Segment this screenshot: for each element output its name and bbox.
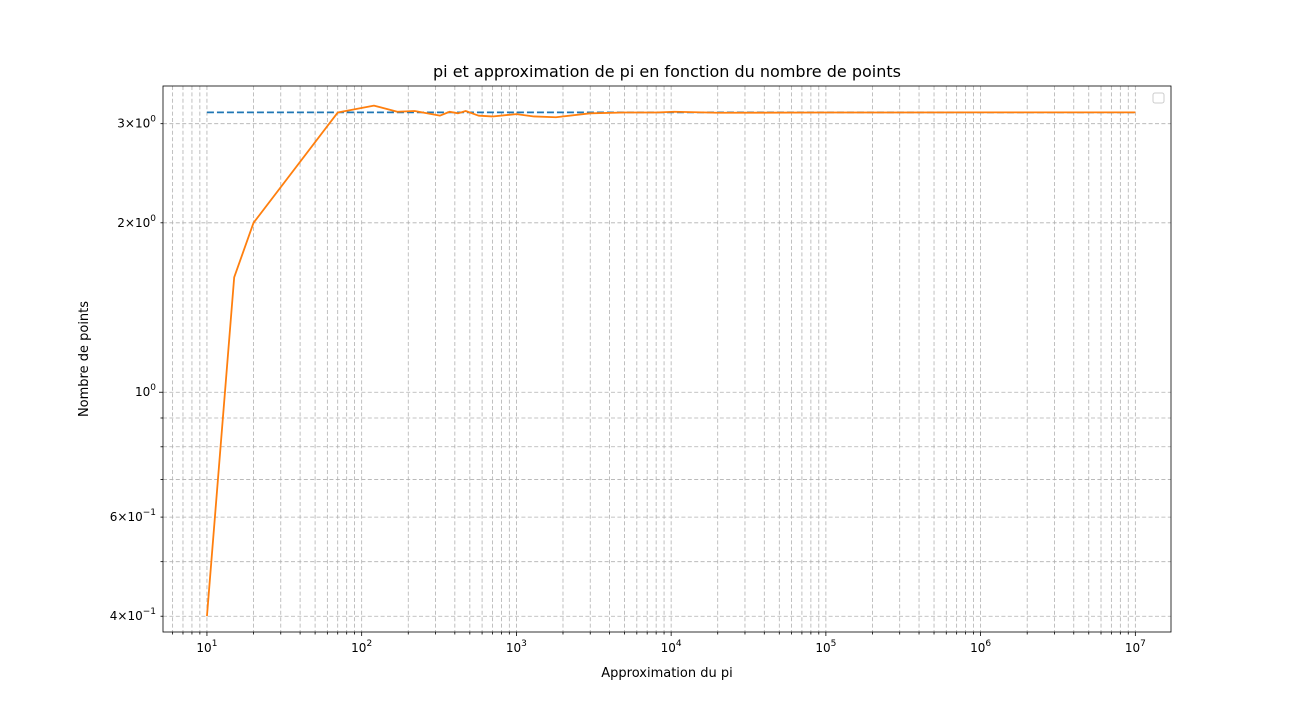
y-tick-label-exponent: 0 [150, 214, 156, 224]
y-tick-label: 2×100 [117, 214, 156, 230]
x-tick-label: 102 [351, 639, 372, 655]
x-tick-label-exponent: 4 [676, 639, 682, 649]
x-tick-label: 107 [1125, 639, 1146, 655]
y-tick-label-base: 10 [135, 385, 150, 399]
x-tick-label-base: 10 [196, 641, 211, 655]
y-tick-label: 4×10−1 [110, 607, 156, 623]
legend-box [1152, 92, 1165, 104]
x-tick-label: 103 [506, 639, 527, 655]
x-tick-label-exponent: 1 [212, 639, 218, 649]
y-tick-label-exponent: 0 [150, 383, 156, 393]
y-tick-label-base: 6×10 [110, 510, 143, 524]
plot-frame [162, 85, 1172, 633]
x-tick-label-base: 10 [506, 641, 521, 655]
x-tick-label-base: 10 [815, 641, 830, 655]
x-tick-label: 101 [196, 639, 217, 655]
y-tick-label-base: 2×10 [117, 216, 150, 230]
x-tick-label-base: 10 [351, 641, 366, 655]
x-tick-label-exponent: 3 [521, 639, 527, 649]
y-axis-label: Nombre de points [77, 301, 92, 417]
y-tick-label-exponent: −1 [143, 508, 156, 518]
x-tick-label: 104 [661, 639, 682, 655]
series-layer [206, 104, 1136, 617]
axes-layer [162, 85, 1172, 633]
x-tick-label-exponent: 6 [985, 639, 991, 649]
y-tick-label-exponent: −1 [143, 607, 156, 617]
y-tick-label: 100 [135, 383, 156, 399]
x-tick-label-exponent: 5 [831, 639, 837, 649]
x-tick-label-base: 10 [970, 641, 985, 655]
x-tick-label: 106 [970, 639, 991, 655]
y-tick-label-exponent: 0 [150, 115, 156, 125]
x-tick-label-exponent: 7 [1140, 639, 1146, 649]
x-tick-label-exponent: 2 [366, 639, 372, 649]
x-tick-label-base: 10 [661, 641, 676, 655]
y-tick-label-base: 4×10 [110, 609, 143, 623]
x-tick-label-base: 10 [1125, 641, 1140, 655]
x-axis-label: Approximation du pi [601, 666, 732, 681]
chart-title: pi et approximation de pi en fonction du… [433, 62, 901, 81]
series-line-approximation [206, 104, 1136, 617]
tick-layer: 101 102 103 104 105 106 1074×10−16×10−11002×10… [110, 115, 1146, 655]
y-tick-label: 6×10−1 [110, 508, 156, 524]
y-tick-label: 3×100 [117, 115, 156, 131]
x-tick-label: 105 [815, 639, 836, 655]
y-tick-label-base: 3×10 [117, 117, 150, 131]
grid-layer [163, 86, 1171, 632]
